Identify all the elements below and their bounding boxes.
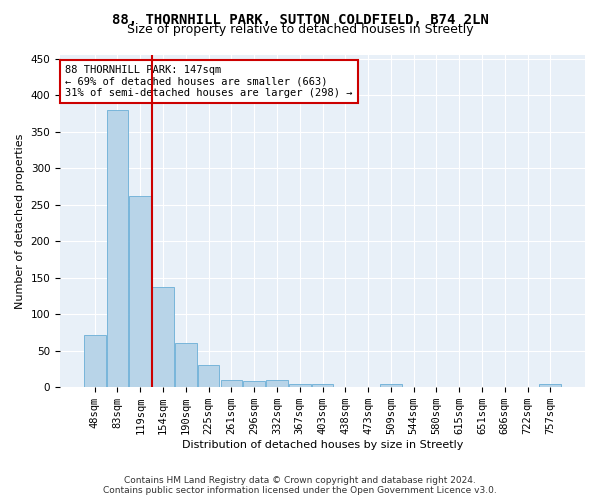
Y-axis label: Number of detached properties: Number of detached properties: [15, 134, 25, 309]
Bar: [84, 334, 106, 387]
Text: 88 THORNHILL PARK: 147sqm
← 69% of detached houses are smaller (663)
31% of semi: 88 THORNHILL PARK: 147sqm ← 69% of detac…: [65, 65, 353, 98]
X-axis label: Distribution of detached houses by size in Streetly: Distribution of detached houses by size …: [182, 440, 463, 450]
Bar: [539, 384, 561, 387]
Bar: [380, 384, 401, 387]
Bar: [130, 196, 151, 387]
Bar: [266, 380, 288, 387]
Text: Contains HM Land Registry data © Crown copyright and database right 2024.
Contai: Contains HM Land Registry data © Crown c…: [103, 476, 497, 495]
Bar: [175, 344, 197, 387]
Bar: [107, 110, 128, 387]
Bar: [198, 366, 220, 387]
Bar: [221, 380, 242, 387]
Bar: [311, 384, 334, 387]
Bar: [244, 380, 265, 387]
Text: Size of property relative to detached houses in Streetly: Size of property relative to detached ho…: [127, 22, 473, 36]
Bar: [289, 384, 311, 387]
Bar: [152, 287, 174, 387]
Text: 88, THORNHILL PARK, SUTTON COLDFIELD, B74 2LN: 88, THORNHILL PARK, SUTTON COLDFIELD, B7…: [112, 12, 488, 26]
